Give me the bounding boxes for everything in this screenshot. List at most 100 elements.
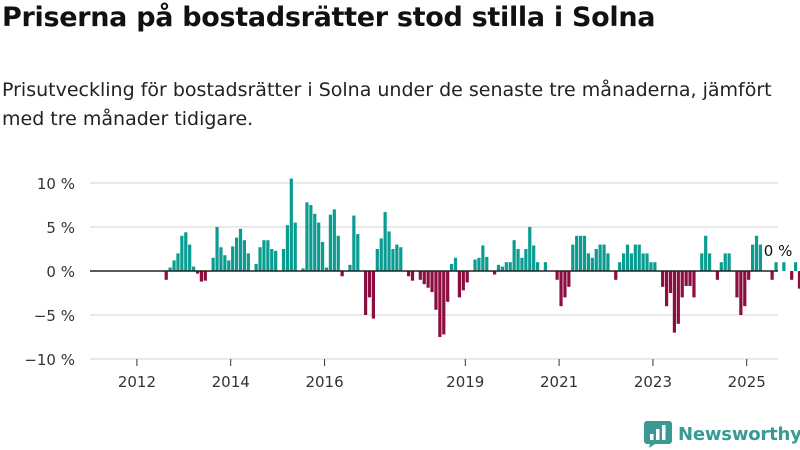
bar <box>758 244 763 271</box>
bar <box>352 215 356 271</box>
bar <box>790 271 794 280</box>
bar <box>504 262 508 271</box>
bar <box>559 271 563 307</box>
bar <box>500 266 505 271</box>
bar <box>223 255 227 271</box>
bar <box>324 267 329 271</box>
bar <box>723 253 727 271</box>
bar <box>528 227 532 271</box>
bar <box>191 266 196 271</box>
bar <box>328 214 333 271</box>
bar <box>465 271 469 283</box>
x-tick-label: 2014 <box>212 373 250 391</box>
bar <box>274 250 278 271</box>
bar <box>426 271 430 288</box>
x-tick-label: 2023 <box>634 373 672 391</box>
bar <box>184 232 188 271</box>
bar <box>289 178 293 271</box>
bar <box>242 240 247 271</box>
bar <box>481 245 485 271</box>
bar <box>618 262 622 271</box>
axes <box>90 270 778 366</box>
bar <box>375 249 379 271</box>
bar <box>754 235 759 271</box>
bar <box>199 271 204 282</box>
bar <box>672 271 677 333</box>
bar <box>391 249 395 271</box>
bar <box>668 271 673 293</box>
bar <box>508 262 512 271</box>
chart-subtitle: Prisutveckling för bostadsrätter i Solna… <box>2 79 772 130</box>
bar <box>704 235 708 271</box>
grid-lines <box>90 182 778 360</box>
bar <box>524 249 528 271</box>
bar <box>520 257 524 271</box>
bar <box>676 271 680 324</box>
bar <box>340 271 344 277</box>
bar <box>633 244 637 271</box>
bar <box>457 271 462 298</box>
bar <box>707 253 712 271</box>
bar <box>621 253 626 271</box>
bar <box>281 249 286 271</box>
bar <box>211 257 215 271</box>
bar <box>649 262 653 271</box>
bar <box>195 271 200 274</box>
bar <box>317 222 321 271</box>
bar <box>750 244 755 271</box>
bar <box>571 244 575 271</box>
bar <box>477 257 481 271</box>
bar <box>446 271 450 302</box>
bar <box>246 253 250 271</box>
chart-title: Priserna på bostadsrätter stod stilla i … <box>2 2 656 33</box>
bar <box>664 271 669 307</box>
bar <box>336 235 340 271</box>
bar <box>168 267 172 271</box>
bar <box>782 262 786 271</box>
bar <box>266 240 270 271</box>
bar <box>586 253 591 271</box>
bar <box>215 227 219 271</box>
x-tick-label: 2012 <box>118 373 156 391</box>
bar <box>512 240 516 271</box>
bar <box>614 271 618 280</box>
x-tick-label: 2021 <box>540 373 578 391</box>
bar <box>575 235 579 271</box>
bar <box>645 253 649 271</box>
bar <box>348 264 352 271</box>
bar <box>180 235 184 271</box>
bar <box>563 271 567 298</box>
bar <box>555 271 559 280</box>
bar-chart-logo-icon <box>644 421 672 448</box>
bar <box>684 271 688 286</box>
bar <box>367 271 372 298</box>
bar <box>496 264 501 271</box>
bar <box>270 249 274 271</box>
bar <box>473 259 477 271</box>
bar <box>680 271 684 298</box>
bar <box>590 257 594 271</box>
bar <box>363 271 368 315</box>
bar <box>399 247 403 271</box>
bar <box>715 271 720 280</box>
bar <box>797 271 800 289</box>
brand-name: Newsworthy <box>678 423 800 445</box>
bar <box>688 271 692 286</box>
bar <box>582 235 587 271</box>
x-tick-label: 2025 <box>728 373 766 391</box>
bars <box>164 178 800 337</box>
bar <box>774 262 778 271</box>
bar <box>535 262 540 271</box>
bar <box>203 271 207 281</box>
bar <box>606 253 610 271</box>
bar <box>164 271 168 280</box>
bar <box>461 271 465 291</box>
bar <box>661 271 665 287</box>
bar <box>332 209 336 271</box>
bar <box>625 244 630 271</box>
bar <box>219 247 223 271</box>
tick-labels: 10 % 5 % 0 % −5 % −10 % 2012 2014 2016 2019 2021 2… <box>24 175 792 391</box>
bar <box>434 271 438 310</box>
bar <box>406 271 411 277</box>
